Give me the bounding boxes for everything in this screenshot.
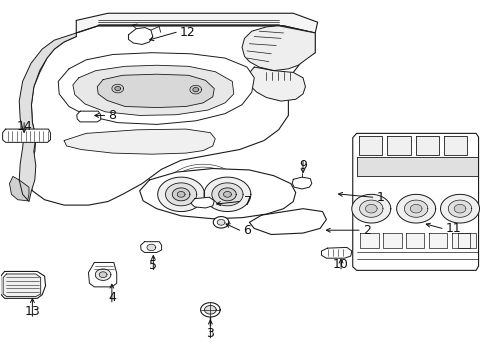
- Polygon shape: [147, 244, 156, 251]
- Polygon shape: [211, 183, 243, 206]
- Text: 12: 12: [180, 26, 196, 39]
- Polygon shape: [128, 28, 153, 44]
- Polygon shape: [292, 177, 311, 189]
- Polygon shape: [190, 197, 214, 208]
- Polygon shape: [440, 194, 479, 223]
- Polygon shape: [99, 272, 107, 278]
- Polygon shape: [223, 192, 231, 197]
- Polygon shape: [165, 183, 196, 206]
- Polygon shape: [76, 13, 317, 33]
- Polygon shape: [409, 204, 421, 213]
- Polygon shape: [97, 74, 214, 108]
- Text: 6: 6: [243, 224, 251, 237]
- Polygon shape: [447, 200, 471, 217]
- Polygon shape: [204, 306, 216, 314]
- Polygon shape: [213, 217, 228, 228]
- Polygon shape: [453, 204, 465, 213]
- Polygon shape: [9, 176, 29, 201]
- Polygon shape: [200, 303, 220, 317]
- Polygon shape: [95, 269, 111, 280]
- Polygon shape: [396, 194, 435, 223]
- Polygon shape: [217, 220, 224, 225]
- Polygon shape: [177, 192, 184, 197]
- Polygon shape: [189, 85, 201, 94]
- Polygon shape: [77, 111, 101, 122]
- Polygon shape: [0, 271, 45, 298]
- Text: 3: 3: [206, 327, 214, 340]
- Polygon shape: [358, 136, 382, 155]
- Polygon shape: [112, 84, 123, 93]
- Polygon shape: [2, 129, 50, 142]
- Polygon shape: [141, 242, 161, 252]
- Text: 9: 9: [299, 159, 306, 172]
- Polygon shape: [218, 188, 236, 201]
- Text: 8: 8: [108, 109, 116, 122]
- Polygon shape: [192, 87, 198, 92]
- Polygon shape: [451, 233, 469, 248]
- Polygon shape: [415, 136, 438, 155]
- Polygon shape: [386, 136, 410, 155]
- Text: 5: 5: [149, 259, 157, 272]
- Polygon shape: [115, 86, 121, 91]
- Polygon shape: [321, 247, 351, 258]
- Polygon shape: [29, 26, 315, 205]
- Text: 1: 1: [376, 191, 384, 204]
- Polygon shape: [351, 194, 390, 223]
- Polygon shape: [249, 209, 326, 234]
- Polygon shape: [246, 67, 305, 101]
- Polygon shape: [428, 233, 447, 248]
- Text: 4: 4: [108, 291, 116, 304]
- Polygon shape: [365, 204, 376, 213]
- Text: 13: 13: [24, 306, 40, 319]
- Polygon shape: [203, 177, 250, 212]
- Text: 10: 10: [332, 258, 348, 271]
- Polygon shape: [242, 26, 315, 71]
- Polygon shape: [404, 200, 427, 217]
- Polygon shape: [3, 274, 41, 297]
- Polygon shape: [140, 168, 295, 219]
- Polygon shape: [382, 233, 401, 248]
- Polygon shape: [19, 33, 76, 202]
- Polygon shape: [58, 53, 254, 125]
- Polygon shape: [443, 136, 467, 155]
- Polygon shape: [172, 188, 189, 201]
- Polygon shape: [359, 200, 382, 217]
- Polygon shape: [457, 233, 475, 248]
- Polygon shape: [88, 262, 117, 287]
- Polygon shape: [64, 129, 215, 154]
- Polygon shape: [359, 233, 378, 248]
- Polygon shape: [352, 134, 478, 270]
- Text: 7: 7: [243, 195, 251, 208]
- Text: 14: 14: [16, 121, 32, 134]
- Polygon shape: [356, 157, 477, 176]
- Text: 11: 11: [445, 222, 461, 235]
- Polygon shape: [158, 177, 204, 212]
- Polygon shape: [73, 65, 233, 116]
- Polygon shape: [405, 233, 424, 248]
- Text: 2: 2: [362, 224, 370, 237]
